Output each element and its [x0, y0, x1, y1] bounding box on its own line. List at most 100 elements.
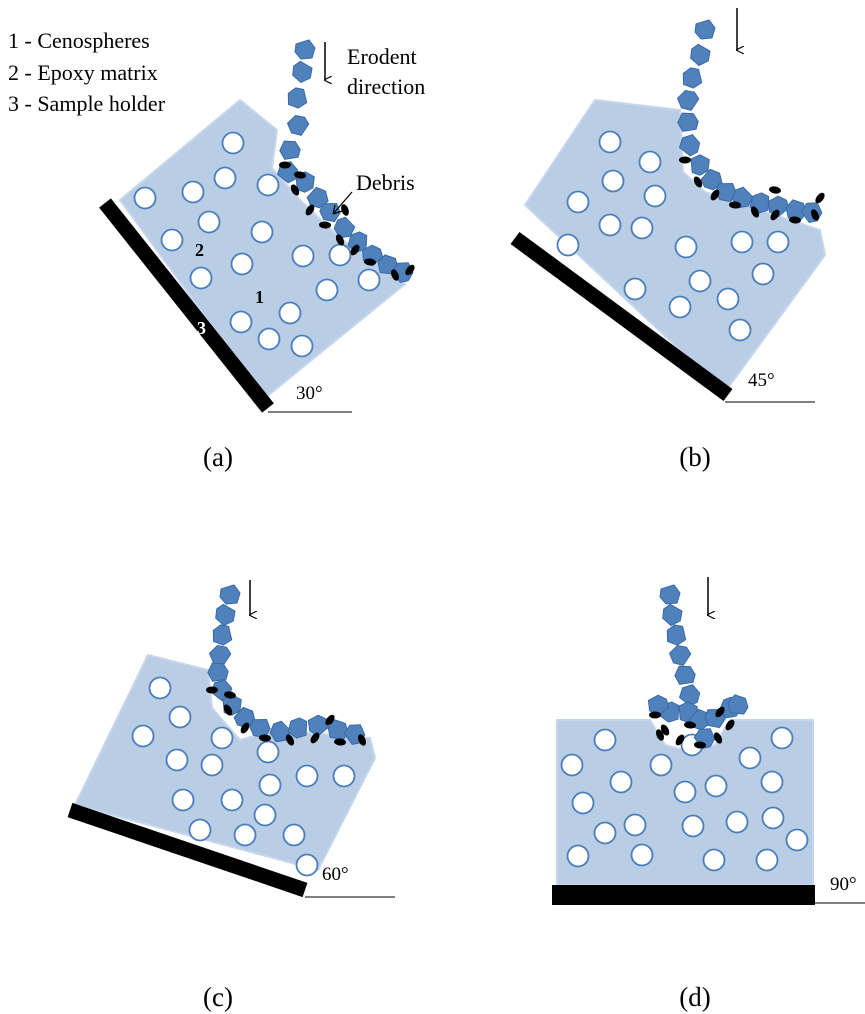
cenosphere	[704, 850, 725, 871]
erodent-particle	[695, 20, 715, 39]
cenosphere	[235, 825, 256, 846]
cenosphere	[150, 678, 171, 699]
cenosphere	[772, 728, 793, 749]
cenosphere	[568, 846, 589, 867]
erodent-particle	[212, 624, 232, 645]
erodent-particle	[287, 87, 307, 108]
cenosphere	[762, 772, 783, 793]
erodent-particle	[674, 665, 696, 687]
cenosphere	[258, 175, 279, 196]
panel-caption: (d)	[679, 982, 710, 1012]
cenosphere	[690, 271, 711, 292]
cenosphere	[632, 218, 653, 239]
cenosphere	[625, 279, 646, 300]
cenosphere	[568, 192, 589, 213]
cenosphere	[645, 186, 666, 207]
angle-label: 60°	[322, 864, 349, 885]
cenosphere	[611, 772, 632, 793]
erodent-particle	[207, 662, 229, 684]
cenosphere	[232, 254, 253, 275]
erodent-particle	[659, 601, 687, 629]
cenosphere	[730, 320, 751, 341]
cenosphere	[562, 755, 583, 776]
figure: 1 - Cenospheres 2 - Epoxy matrix 3 - Sam…	[0, 0, 865, 1014]
cenosphere	[595, 730, 616, 751]
cenosphere	[191, 268, 212, 289]
cenosphere	[190, 820, 211, 841]
cenosphere	[222, 790, 243, 811]
cenosphere	[162, 230, 183, 251]
cenosphere	[260, 775, 281, 796]
erodent-particle	[667, 642, 695, 669]
cenosphere	[675, 782, 696, 803]
cenosphere	[330, 245, 351, 266]
erodent-particle	[220, 585, 240, 604]
cenosphere	[632, 845, 653, 866]
cenosphere	[718, 289, 739, 310]
cenosphere	[558, 235, 579, 256]
cenosphere	[173, 790, 194, 811]
erodent-particle	[295, 40, 315, 59]
annotation: Debris	[356, 170, 415, 195]
cenosphere	[334, 766, 355, 787]
cenosphere	[753, 264, 774, 285]
cenosphere	[135, 188, 156, 209]
cenosphere	[757, 850, 778, 871]
cenosphere	[292, 336, 313, 357]
cenosphere	[280, 303, 301, 324]
cenosphere	[600, 132, 621, 153]
cenosphere	[317, 280, 338, 301]
angle-label: 45°	[748, 370, 775, 391]
cenosphere	[202, 755, 223, 776]
legend-item: 2 - Epoxy matrix	[8, 60, 158, 85]
cenosphere	[640, 152, 661, 173]
annotation: direction	[347, 74, 425, 99]
marker-label: 3	[197, 318, 206, 338]
cenosphere	[595, 823, 616, 844]
cenosphere	[727, 812, 748, 833]
cenosphere	[573, 793, 594, 814]
marker-label: 1	[255, 287, 264, 307]
cenosphere	[706, 776, 727, 797]
cenosphere	[255, 805, 276, 826]
cenosphere	[215, 168, 236, 189]
angle-label: 90°	[830, 874, 857, 895]
erodent-particle	[212, 601, 240, 629]
legend-item: 1 - Cenospheres	[8, 28, 150, 53]
cenosphere	[297, 766, 318, 787]
legend-item: 3 - Sample holder	[8, 91, 166, 116]
cenosphere	[600, 215, 621, 236]
debris-particle	[206, 687, 218, 694]
cenosphere	[284, 825, 305, 846]
cenosphere	[252, 222, 273, 243]
cenosphere	[670, 297, 691, 318]
cenosphere	[768, 232, 789, 253]
cenosphere	[293, 246, 314, 267]
cenosphere	[183, 182, 204, 203]
cenosphere	[763, 808, 784, 829]
cenosphere	[359, 270, 380, 291]
debris-particle	[769, 186, 782, 195]
erodent-particle	[285, 112, 313, 139]
cenosphere	[258, 742, 279, 763]
annotation: Erodent	[347, 44, 417, 69]
cenosphere	[683, 816, 704, 837]
cenosphere	[199, 212, 220, 233]
cenosphere	[133, 726, 154, 747]
cenosphere	[651, 755, 672, 776]
cenosphere	[167, 750, 188, 771]
erodent-particle	[682, 67, 702, 88]
cenosphere	[259, 329, 280, 350]
erodent-particle	[687, 41, 715, 69]
cenosphere	[787, 830, 808, 851]
cenosphere	[212, 728, 233, 749]
debris-particle	[679, 157, 691, 164]
cenosphere	[170, 707, 191, 728]
erodent-particle	[666, 624, 686, 645]
erodent-particle	[289, 58, 317, 86]
cenosphere	[732, 232, 753, 253]
cenosphere	[603, 171, 624, 192]
panel-caption: (c)	[203, 982, 233, 1012]
cenosphere	[223, 133, 244, 154]
cenosphere	[231, 312, 252, 333]
